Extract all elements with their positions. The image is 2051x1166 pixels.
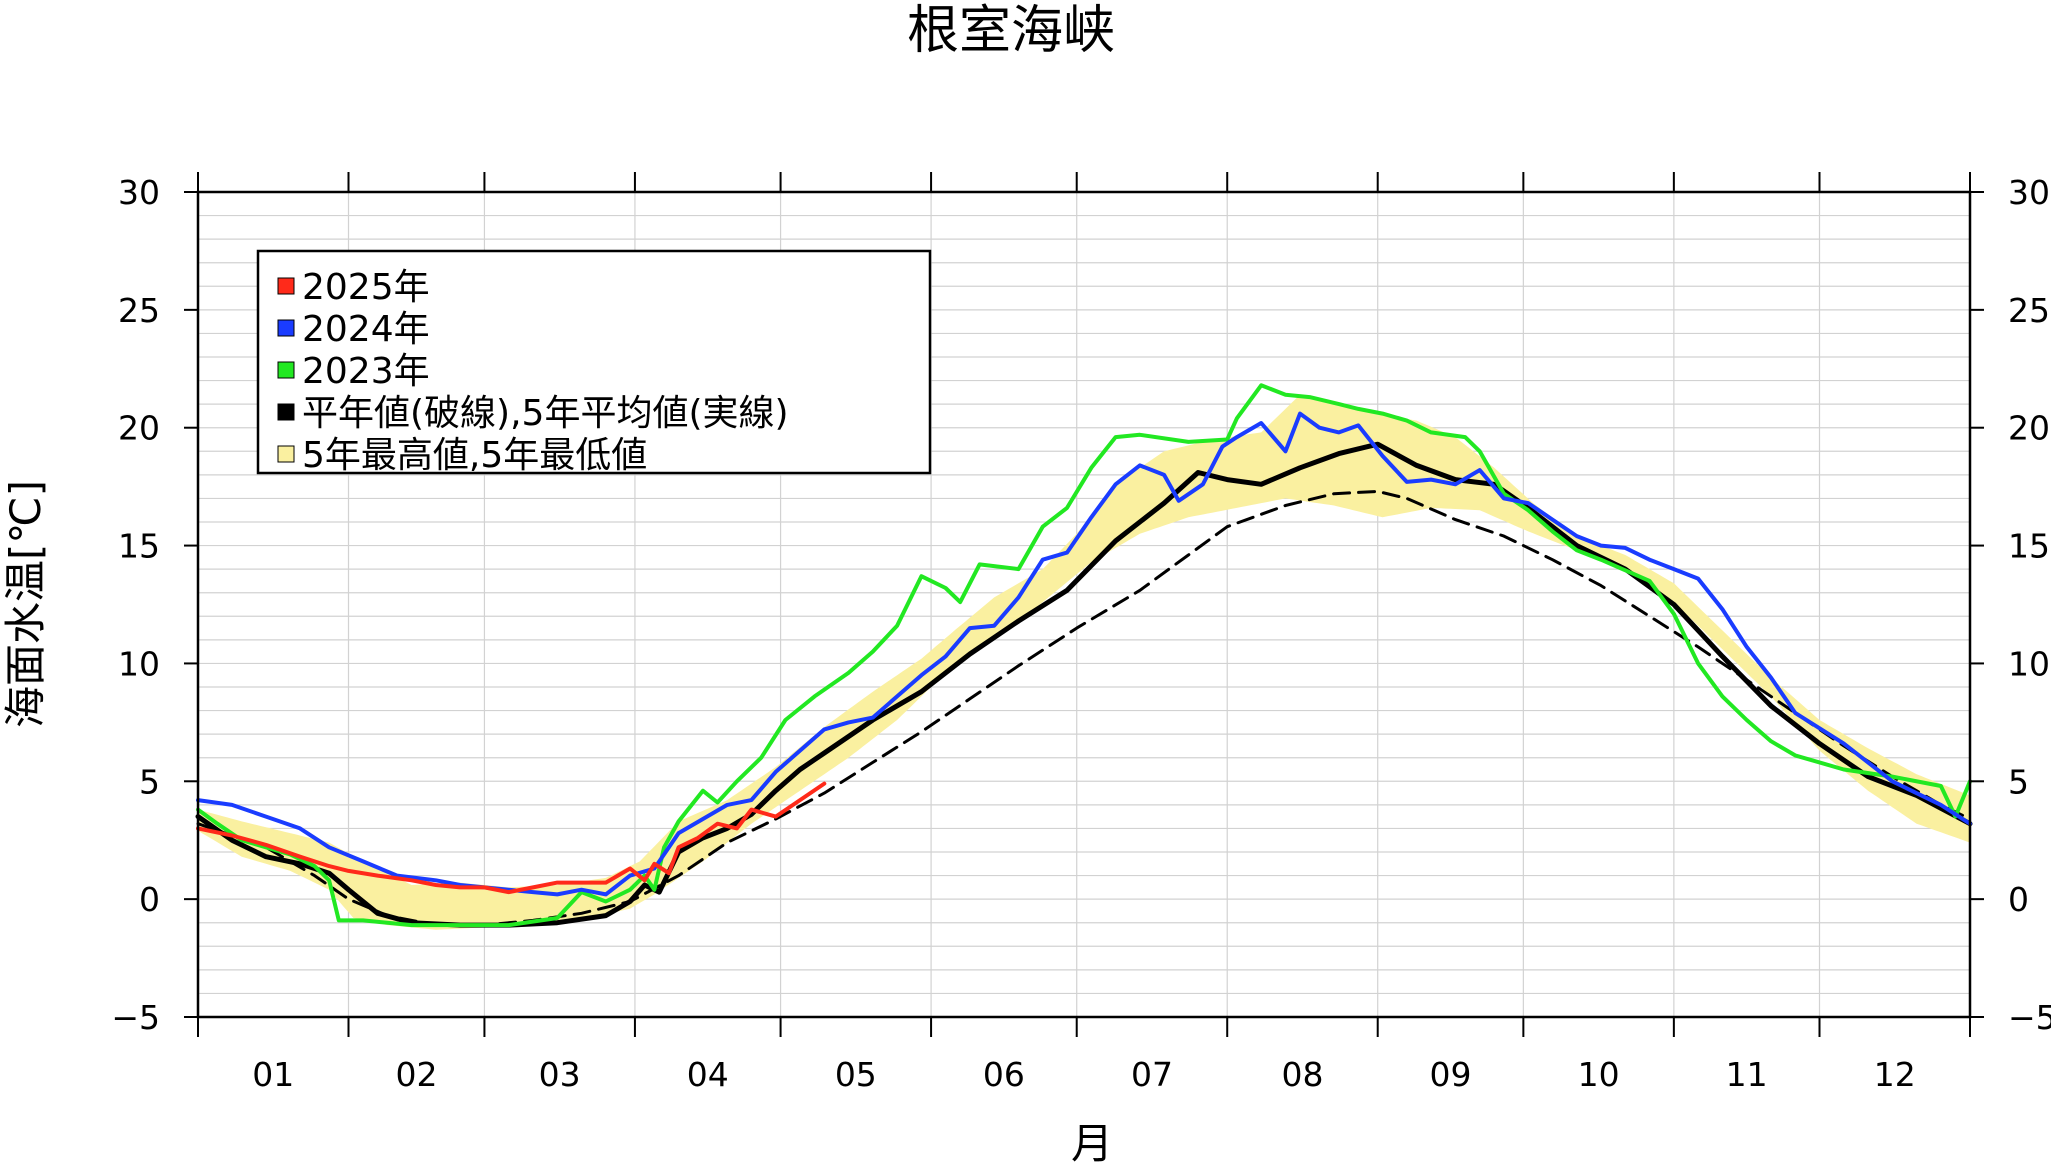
y-tick-label-right: 25 [2008,291,2050,330]
y-axis-title: 海面水温[℃] [1,480,50,728]
x-tick-label: 11 [1726,1055,1768,1094]
legend-label: 2025年 [302,267,430,308]
legend-swatch [277,445,295,463]
x-tick-labels: 01 02 03 04 05 06 07 08 09 10 11 12 [252,1055,1916,1094]
legend: 2025年2024年2023年平年値(破線),5年平均値(実線)5年最高値,5年… [256,249,932,476]
x-tick-label: 05 [835,1055,877,1094]
y-tick-label-right: −5 [2008,998,2051,1037]
series-line-2024年 [196,411,1972,897]
x-tick-label: 06 [983,1055,1025,1094]
legend-box [256,249,932,475]
y-tick-label-left: −5 [111,998,160,1037]
x-axis-title: 月 [1071,1119,1113,1166]
axis-ticks [184,172,1984,1037]
range-band-area [198,394,1970,930]
x-tick-label: 10 [1578,1055,1620,1094]
legend-label: 5年最高値,5年最低値 [302,435,647,476]
legend-label: 2024年 [302,309,430,350]
range-band [198,394,1970,930]
legend-label: 平年値(破線),5年平均値(実線) [302,393,789,434]
x-tick-label: 08 [1281,1055,1323,1094]
series-lines [195,383,1973,928]
plot-frame [196,190,1972,1019]
legend-swatch [277,319,295,337]
x-tick-label: 12 [1874,1055,1916,1094]
chart-title: 根室海峡 [907,1,1115,61]
y-tick-labels-right: −5 0 5 10 15 20 25 30 [2008,173,2051,1037]
y-tick-label-left: 20 [118,409,160,448]
x-tick-label: 09 [1430,1055,1472,1094]
legend-swatch [277,277,295,295]
y-tick-label-left: 30 [118,173,160,212]
legend-swatch [277,361,295,379]
series-line-2023年 [196,383,1972,928]
y-tick-label-left: 10 [118,644,160,683]
y-tick-label-right: 30 [2008,173,2050,212]
y-tick-label-left: 5 [139,762,160,801]
x-tick-label: 04 [687,1055,729,1094]
y-tick-label-right: 10 [2008,644,2050,683]
y-tick-label-right: 20 [2008,409,2050,448]
y-tick-label-right: 5 [2008,762,2029,801]
y-tick-label-left: 0 [139,880,160,919]
y-tick-label-left: 25 [118,291,160,330]
series-line-2025年 [196,781,827,895]
legend-label: 2023年 [302,351,430,392]
y-tick-label-right: 0 [2008,880,2029,919]
series-line-5年平均値 [195,441,1973,928]
x-tick-label: 03 [539,1055,581,1094]
x-tick-label: 07 [1131,1055,1173,1094]
x-tick-label: 01 [252,1055,294,1094]
y-tick-label-right: 15 [2008,527,2050,566]
y-tick-labels-left: −5 0 5 10 15 20 25 30 [111,173,160,1037]
y-tick-label-left: 15 [118,527,160,566]
legend-swatch [277,403,295,421]
x-tick-label: 02 [395,1055,437,1094]
